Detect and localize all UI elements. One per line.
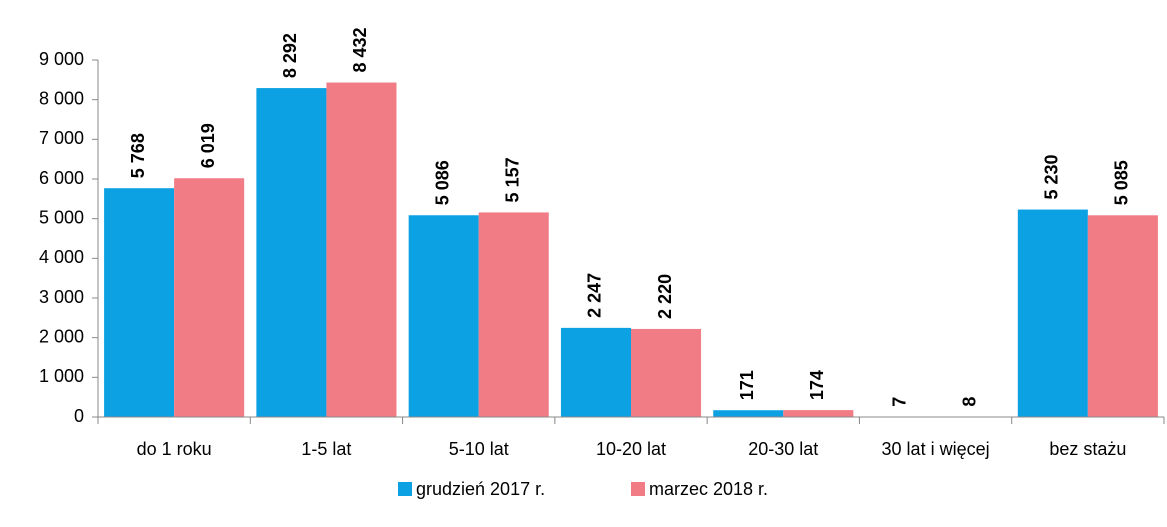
bar <box>560 327 631 417</box>
value-label: 5 157 <box>502 157 522 202</box>
legend-swatch <box>398 482 412 496</box>
value-label: 8 <box>959 397 979 407</box>
bar <box>256 88 327 418</box>
value-label: 7 <box>889 397 909 407</box>
y-tick-label: 2 000 <box>39 326 84 346</box>
y-tick-label: 1 000 <box>39 366 84 386</box>
x-tick-label: 30 lat i więcej <box>882 439 990 459</box>
value-label: 5 085 <box>1112 160 1132 205</box>
value-label: 5 768 <box>128 133 148 178</box>
legend-label: marzec 2018 r. <box>649 479 768 499</box>
bar <box>631 328 702 417</box>
value-label: 6 019 <box>198 123 218 168</box>
x-tick-label: do 1 roku <box>137 439 212 459</box>
value-label: 171 <box>737 370 757 400</box>
y-tick-label: 0 <box>74 406 84 426</box>
legend-label: grudzień 2017 r. <box>416 479 545 499</box>
bar <box>174 178 245 417</box>
y-tick-label: 3 000 <box>39 287 84 307</box>
legend-swatch <box>631 482 645 496</box>
value-label: 174 <box>807 370 827 400</box>
value-label: 2 220 <box>655 274 675 319</box>
value-label: 2 247 <box>585 273 605 318</box>
x-tick-label: bez stażu <box>1049 439 1126 459</box>
bar <box>1087 215 1158 417</box>
y-tick-label: 5 000 <box>39 207 84 227</box>
value-label: 8 432 <box>350 27 370 72</box>
x-tick-label: 1-5 lat <box>301 439 351 459</box>
value-label: 8 292 <box>280 33 300 78</box>
bar <box>326 82 397 417</box>
x-tick-label: 10-20 lat <box>596 439 666 459</box>
value-label: 5 086 <box>432 160 452 205</box>
y-tick-label: 9 000 <box>39 49 84 69</box>
bar <box>713 410 784 417</box>
y-tick-label: 6 000 <box>39 168 84 188</box>
x-tick-label: 20-30 lat <box>748 439 818 459</box>
bar <box>1017 209 1088 417</box>
bar <box>408 215 479 417</box>
bar <box>783 410 854 417</box>
y-tick-label: 4 000 <box>39 247 84 267</box>
y-tick-label: 7 000 <box>39 128 84 148</box>
x-tick-label: 5-10 lat <box>449 439 509 459</box>
bar <box>478 212 549 417</box>
value-label: 5 230 <box>1042 154 1062 199</box>
y-tick-label: 8 000 <box>39 88 84 108</box>
bar <box>104 188 175 417</box>
